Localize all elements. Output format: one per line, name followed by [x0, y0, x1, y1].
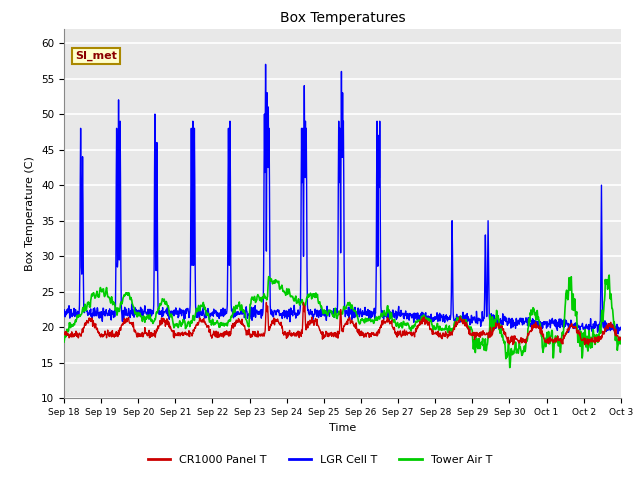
Y-axis label: Box Temperature (C): Box Temperature (C) — [26, 156, 35, 271]
Text: SI_met: SI_met — [75, 51, 117, 61]
X-axis label: Time: Time — [329, 423, 356, 432]
Legend: CR1000 Panel T, LGR Cell T, Tower Air T: CR1000 Panel T, LGR Cell T, Tower Air T — [143, 451, 497, 469]
Title: Box Temperatures: Box Temperatures — [280, 11, 405, 25]
